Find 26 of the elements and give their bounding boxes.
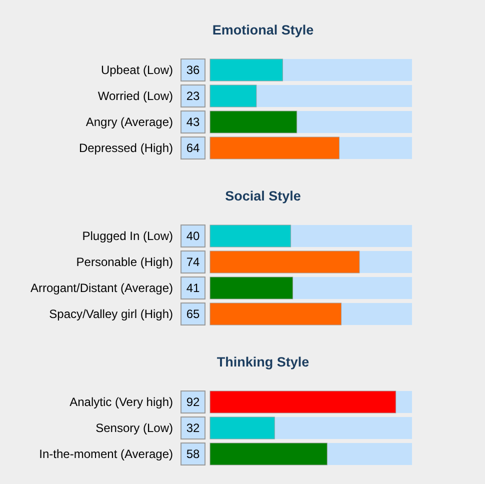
- chart-title: Social Style: [225, 188, 302, 204]
- y-tick-label: Analytic (Very high): [70, 395, 173, 409]
- data-label: 40: [186, 229, 200, 243]
- data-label: 64: [186, 141, 200, 155]
- bar: [210, 84, 257, 108]
- y-tick-label: In-the-moment (Average): [39, 447, 173, 461]
- y-tick-label: Sensory (Low): [96, 421, 173, 435]
- y-tick-label: Arrogant/Distant (Average): [30, 281, 173, 295]
- data-label: 36: [186, 63, 200, 77]
- data-label: 92: [186, 395, 200, 409]
- y-tick-label: Depressed (High): [78, 141, 173, 155]
- y-tick-label: Spacy/Valley girl (High): [49, 307, 173, 321]
- data-label: 58: [186, 447, 200, 461]
- y-tick-label: Personable (High): [76, 255, 173, 269]
- data-label: 32: [186, 421, 200, 435]
- data-label: 74: [186, 255, 200, 269]
- data-label: 41: [186, 281, 200, 295]
- y-tick-label: Upbeat (Low): [100, 63, 173, 77]
- chart-title: Thinking Style: [216, 354, 310, 370]
- data-label: 65: [186, 307, 200, 321]
- data-label: 23: [186, 89, 200, 103]
- y-tick-label: Angry (Average): [86, 115, 173, 129]
- chart-title: Emotional Style: [212, 22, 314, 38]
- y-tick-label: Plugged In (Low): [82, 229, 173, 243]
- data-label: 43: [186, 115, 200, 129]
- y-tick-label: Worried (Low): [98, 89, 173, 103]
